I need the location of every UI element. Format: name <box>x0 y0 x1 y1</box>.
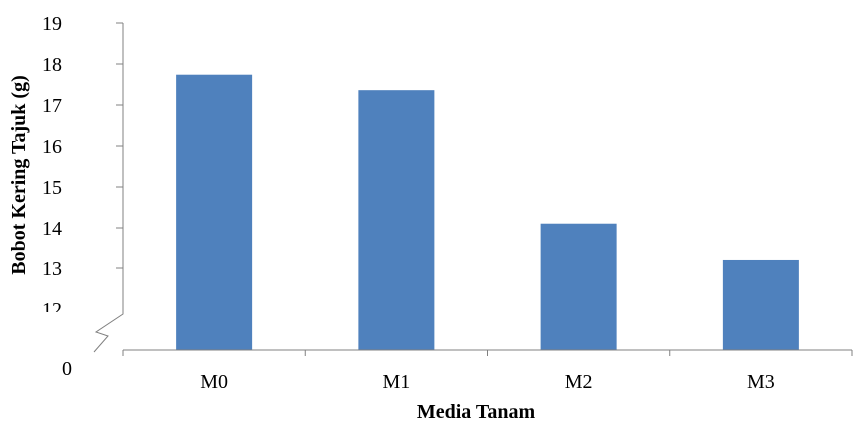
y-tick-17: 17 <box>42 95 62 117</box>
bar-m0 <box>176 74 253 350</box>
x-tick-label-m0: M0 <box>200 371 228 393</box>
y-tick-marks <box>116 22 123 269</box>
y-tick-16: 16 <box>42 136 62 158</box>
y-axis-title: Bobot Kering Tajuk (g) <box>8 75 30 274</box>
y-tick-19: 19 <box>42 13 62 35</box>
y-tick-13: 13 <box>42 258 62 280</box>
x-tick-label-m3: M3 <box>747 371 775 393</box>
y-tick-12: 12 <box>42 299 62 321</box>
y-tick-0: 0 <box>62 358 72 380</box>
x-tick-marks <box>122 350 853 356</box>
bar-m1 <box>358 90 435 350</box>
x-axis-title: Media Tanam <box>417 401 536 423</box>
axis-break-mark <box>93 308 124 353</box>
y-tick-18: 18 <box>42 54 62 76</box>
x-tick-labels: M0 M1 M2 M3 <box>200 371 775 393</box>
bar-m2 <box>540 223 617 350</box>
bars-group <box>176 74 799 350</box>
bar-m3 <box>722 259 799 350</box>
y-tick-14: 14 <box>42 218 62 240</box>
y-tick-15: 15 <box>42 177 62 199</box>
x-tick-label-m2: M2 <box>565 371 593 393</box>
x-tick-label-m1: M1 <box>382 371 410 393</box>
